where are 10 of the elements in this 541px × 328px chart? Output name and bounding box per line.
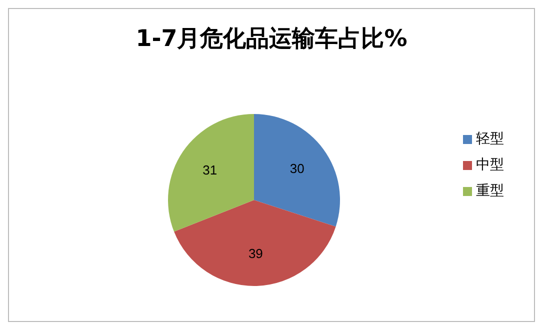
data-label: 39: [248, 246, 263, 261]
pie-slice: [174, 200, 336, 286]
data-label: 31: [202, 162, 218, 178]
legend-label: 中型: [476, 157, 504, 173]
chart-title: 1-7月危化品运输车占比%: [134, 25, 408, 54]
legend-label: 轻型: [476, 131, 504, 147]
data-label: 30: [290, 161, 304, 176]
pie-slice: [168, 114, 254, 232]
pie-slice: [254, 114, 340, 227]
legend-label: 重型: [476, 183, 504, 199]
